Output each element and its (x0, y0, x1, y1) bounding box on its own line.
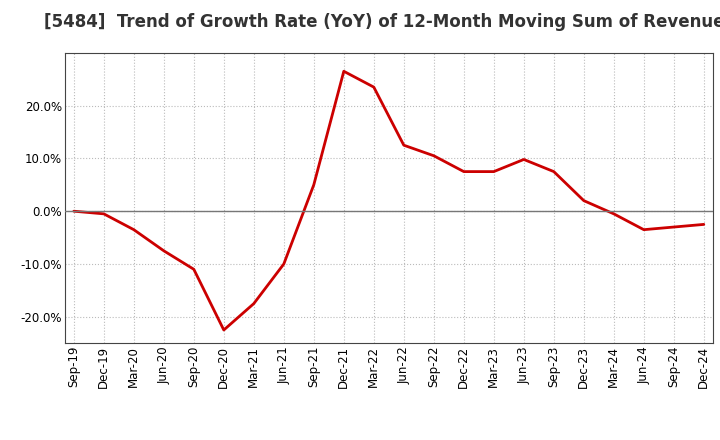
Text: [5484]  Trend of Growth Rate (YoY) of 12-Month Moving Sum of Revenues: [5484] Trend of Growth Rate (YoY) of 12-… (44, 13, 720, 31)
